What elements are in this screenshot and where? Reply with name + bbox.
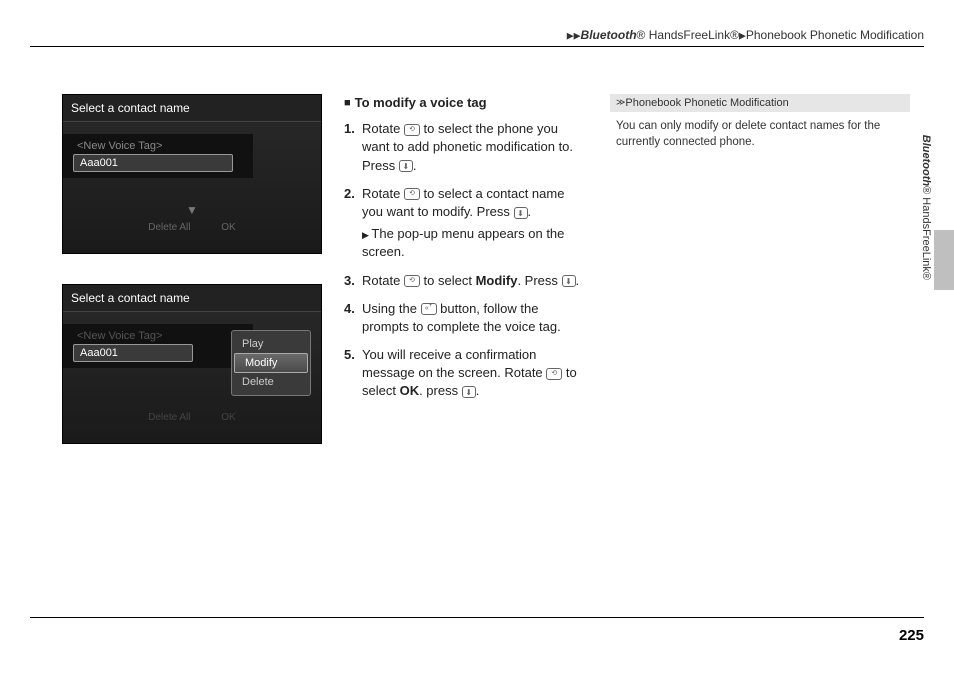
screen2-popup: Play Modify Delete [231,330,311,396]
press-button-icon: ⬇ [562,275,576,287]
step-2-sub: ▶ The pop-up menu appears on the screen. [344,225,586,261]
step-3d: . [576,273,580,288]
talk-button-icon: «ꜛ [421,303,437,315]
info-heading-text: Phonebook Phonetic Modification [625,97,788,109]
step-5a: You will receive a confirmation message … [362,347,546,380]
step-2-sub-text: The pop-up menu appears on the screen. [362,226,564,259]
breadcrumb: ▶▶Bluetooth® HandsFreeLink®▶Phonebook Ph… [567,28,924,42]
step-2a: Rotate [362,186,404,201]
bottom-rule [30,617,924,618]
step-3b: to select [420,273,476,288]
top-rule [30,46,924,47]
step-2c: . [528,204,532,219]
info-heading: ≫Phonebook Phonetic Modification [610,94,910,112]
screen2-delete-all: Delete All [148,412,190,423]
press-button-icon: ⬇ [514,207,528,219]
instructions-heading: ■ To modify a voice tag [344,94,586,112]
step-3a: Rotate [362,273,404,288]
step-5d: . [476,383,480,398]
screen1-footer: Delete All OK [63,222,321,233]
screen2-footer: Delete All OK [63,412,321,423]
screen1-row-new-voice-tag: <New Voice Tag> [77,140,253,152]
rotate-dial-icon: ⟲ [404,188,420,200]
side-tab [934,230,954,290]
press-button-icon: ⬇ [462,386,476,398]
step-5-bold: OK [400,383,420,398]
step-4: 4.Using the «ꜛ button, follow the prompt… [344,300,586,336]
rotate-dial-icon: ⟲ [404,275,420,287]
step-4a: Using the [362,301,421,316]
screen1-title: Select a contact name [63,95,321,122]
breadcrumb-part2: HandsFreeLink® [645,28,739,42]
step-3c: . Press [517,273,561,288]
screenshot-select-contact: Select a contact name <New Voice Tag> Aa… [62,94,322,254]
info-body: You can only modify or delete contact na… [616,118,906,150]
side-label: Bluetooth® HandsFreeLink® [920,135,932,280]
rotate-dial-icon: ⟲ [404,124,420,136]
step-4-num: 4. [344,300,355,318]
breadcrumb-part1: Bluetooth [581,28,637,42]
step-2-num: 2. [344,185,355,203]
heading-text: To modify a voice tag [355,95,487,110]
breadcrumb-marker: ▶▶ [567,30,581,40]
sub-marker: ▶ [362,230,371,240]
screen2-row-selected: Aaa001 [73,344,193,362]
step-3-num: 3. [344,272,355,290]
step-3-bold: Modify [476,273,518,288]
step-5-num: 5. [344,346,355,364]
page-number: 225 [899,627,924,644]
press-button-icon: ⬇ [399,160,413,172]
side-label-part2: HandsFreeLink® [920,194,932,280]
step-2: 2.Rotate ⟲ to select a contact name you … [344,185,586,221]
heading-marker: ■ [344,97,351,109]
screen2-row-new-voice-tag: <New Voice Tag> [77,330,253,342]
step-1c: . [413,158,417,173]
step-1a: Rotate [362,121,404,136]
side-label-part1: Bluetooth [920,135,932,186]
step-3: 3. Rotate ⟲ to select Modify. Press ⬇. [344,272,586,290]
screen1-body: <New Voice Tag> Aaa001 ▼ Delete All OK [63,122,321,237]
screen2-title: Select a contact name [63,285,321,312]
popup-delete: Delete [232,373,310,391]
instructions: ■ To modify a voice tag 1. Rotate ⟲ to sel… [344,94,586,411]
screen1-delete-all: Delete All [148,222,190,233]
breadcrumb-sep: ▶ [739,30,746,40]
screenshot-popup-menu: Select a contact name <New Voice Tag> Aa… [62,284,322,444]
step-1: 1.Rotate ⟲ to select the phone you want … [344,120,586,175]
step-5: 5. You will receive a confirmation messag… [344,346,586,401]
step-1-num: 1. [344,120,355,138]
screen2-ok: OK [221,412,235,423]
screen2-body: <New Voice Tag> Aaa001 Play Modify Delet… [63,312,321,427]
screen1-list: <New Voice Tag> Aaa001 [63,134,253,178]
screen1-ok: OK [221,222,235,233]
popup-modify: Modify [234,353,308,373]
popup-play: Play [232,335,310,353]
info-marker: ≫ [616,97,625,107]
step-5c: . press [419,383,462,398]
screen2-list: <New Voice Tag> Aaa001 [63,324,253,368]
screen1-scroll-indicator: ▼ [186,203,198,217]
breadcrumb-part3: Phonebook Phonetic Modification [746,28,924,42]
rotate-dial-icon: ⟲ [546,368,562,380]
screen1-row-selected: Aaa001 [73,154,233,172]
